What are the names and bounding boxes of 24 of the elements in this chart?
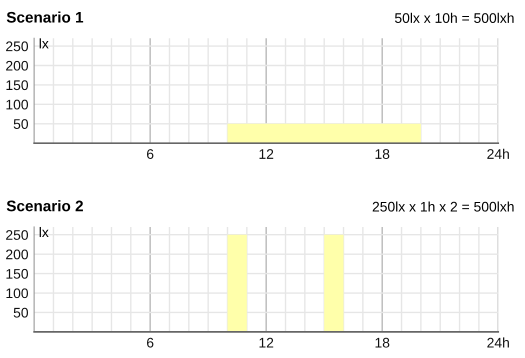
- x-tick-label: 6: [146, 338, 154, 348]
- x-tick-label: 12: [260, 149, 274, 159]
- y-tick-label: 200: [6, 60, 28, 71]
- y-tick-label: 250: [6, 41, 28, 52]
- x-tick-label: 24h: [487, 148, 509, 159]
- y-tick-label: 250: [6, 230, 28, 240]
- y-tick-label: 150: [6, 268, 28, 279]
- y-tick-label: 50: [14, 119, 28, 129]
- y-tick-label: 150: [6, 80, 28, 90]
- text: 250lx x 1h x 2 = 500lxh: [372, 201, 514, 212]
- y-axis-title: lx: [40, 226, 49, 238]
- x-tick-label: 18: [376, 338, 390, 348]
- y-tick-label: 100: [6, 288, 28, 298]
- y-tick-label: 200: [6, 250, 28, 260]
- y-tick-label: 100: [6, 100, 28, 110]
- x-tick-label: 12: [260, 338, 274, 348]
- x-tick-label: 18: [376, 149, 390, 159]
- x-tick-label: 6: [146, 149, 154, 159]
- chart-title: Scenario 1: [6, 11, 84, 23]
- chart-title: Scenario 2: [6, 200, 83, 212]
- x-tick-label: 24h: [487, 337, 509, 348]
- text: 50lx x 10h = 500lxh: [394, 12, 514, 23]
- y-tick-label: 50: [14, 308, 28, 318]
- y-axis-title: lx: [40, 38, 49, 48]
